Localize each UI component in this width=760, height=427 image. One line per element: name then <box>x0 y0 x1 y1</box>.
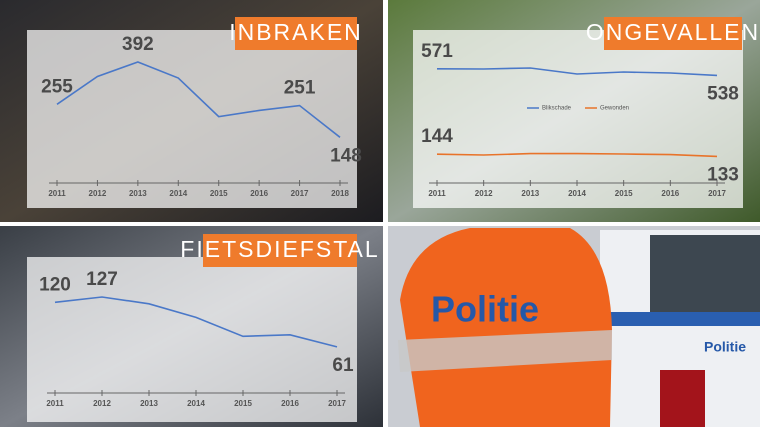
x-tick-label: 2015 <box>210 189 228 198</box>
data-label: 120 <box>39 274 71 295</box>
x-tick-label: 2013 <box>521 189 539 198</box>
data-label: 255 <box>41 76 73 97</box>
chart-title: ONGEVALLEN <box>586 19 760 45</box>
chart-title: INBRAKEN <box>229 19 363 45</box>
van-window <box>650 235 760 320</box>
photo-police: Politie Politie <box>388 226 760 427</box>
data-label: 251 <box>284 78 316 99</box>
x-tick-label: 2012 <box>89 189 107 198</box>
chart-panel <box>27 30 357 208</box>
x-tick-label: 2017 <box>291 189 309 198</box>
data-label: 148 <box>330 145 362 166</box>
x-tick-label: 2015 <box>615 189 633 198</box>
data-label: 392 <box>122 34 154 55</box>
legend-label: Blikschade <box>542 106 572 112</box>
van-stripe <box>600 312 760 326</box>
x-tick-label: 2016 <box>661 189 679 198</box>
data-label: 144 <box>421 126 453 147</box>
van-text: Politie <box>704 339 746 355</box>
infographic: Politie Politie INBRAKEN 2011 2012 2013 2014… <box>0 0 760 427</box>
x-tick-label: 2014 <box>169 189 187 198</box>
jacket-text: Politie <box>431 289 539 330</box>
x-tick-label: 2016 <box>250 189 268 198</box>
x-tick-label: 2011 <box>46 399 64 408</box>
x-tick-label: 2012 <box>475 189 493 198</box>
x-tick-label: 2016 <box>281 399 299 408</box>
data-label: 133 <box>707 164 739 185</box>
x-tick-label: 2017 <box>708 189 726 198</box>
x-tick-label: 2011 <box>428 189 446 198</box>
chart-title: FIETSDIEFSTAL <box>180 236 379 262</box>
x-tick-label: 2012 <box>93 399 111 408</box>
legend-label: Gewonden <box>600 106 629 112</box>
data-label: 571 <box>421 41 453 62</box>
data-label: 127 <box>86 269 118 290</box>
x-tick-label: 2018 <box>331 189 349 198</box>
x-tick-label: 2015 <box>234 399 252 408</box>
x-tick-label: 2014 <box>568 189 586 198</box>
x-tick-label: 2013 <box>129 189 147 198</box>
van-light <box>660 370 705 427</box>
x-tick-label: 2014 <box>187 399 205 408</box>
x-tick-label: 2013 <box>140 399 158 408</box>
data-label: 538 <box>707 83 739 104</box>
x-tick-label: 2017 <box>328 399 346 408</box>
x-tick-label: 2011 <box>48 189 66 198</box>
data-label: 61 <box>332 355 354 376</box>
chart-panel <box>413 30 743 208</box>
